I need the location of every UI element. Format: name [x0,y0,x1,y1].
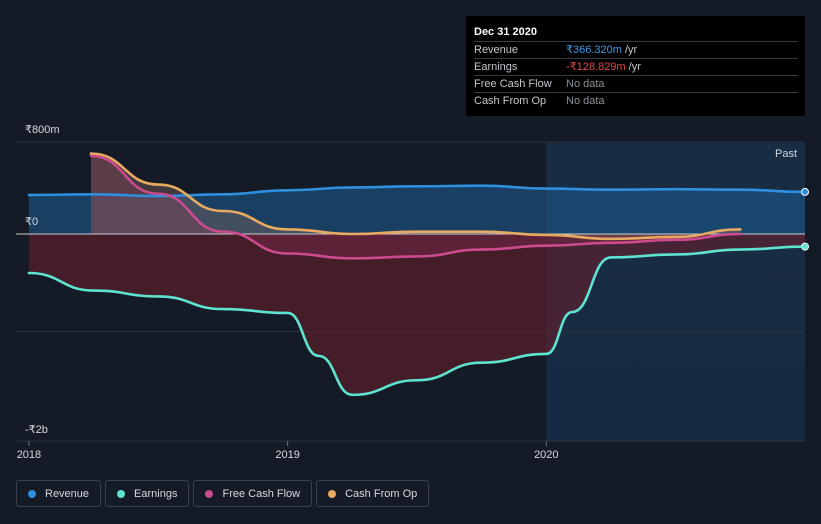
tooltip-label: Earnings [474,61,518,73]
tooltip-unit: /yr [621,44,638,56]
area-earnings [28,234,805,395]
tooltip-value: -₹128.829m [566,61,626,73]
legend-dot-icon [205,489,214,498]
y-tick-label: ₹800m [25,124,60,136]
legend-label: Earnings [134,487,178,500]
y-tick-label: ₹0 [25,216,38,228]
x-tick-label: 2019 [275,449,299,461]
legend-item-free-cash-flow[interactable]: Free Cash Flow [193,480,313,507]
line-cash-from-op [89,152,742,241]
tooltip-date: Dec 31 2020 [474,26,537,38]
x-tick-label: 2020 [534,449,558,461]
line-earnings [27,245,807,397]
legend-item-cash-from-op[interactable]: Cash From Op [316,480,430,507]
end-point-revenue [801,187,809,196]
tooltip-unit: /yr [625,61,641,73]
tooltip-row-earnings: Earnings -₹128.829m /yr [474,58,798,75]
legend-dot-icon [328,489,337,498]
legend-item-revenue[interactable]: Revenue [16,480,102,507]
area-cash-from-op [91,153,741,239]
tooltip: Dec 31 2020 Revenue ₹366.320m /yr Earnin… [466,16,805,116]
end-point-earnings [801,242,809,251]
tooltip-label: Free Cash Flow [474,78,552,90]
tooltip-value: ₹366.320m [566,44,622,56]
tooltip-row-cash-from-op: Cash From Op No data [474,92,798,109]
tooltip-label: Revenue [474,44,519,56]
tooltip-value: No data [566,95,605,107]
line-free-cash-flow [89,154,742,260]
x-tick-label: 2018 [17,449,41,461]
area-free-cash-flow [91,155,741,259]
legend: Revenue Earnings Free Cash Flow Cash Fro… [16,480,430,507]
legend-item-earnings[interactable]: Earnings [105,480,190,507]
past-label: Past [775,148,797,160]
y-tick-label: -₹2b [25,424,48,436]
legend-label: Free Cash Flow [222,487,301,500]
legend-label: Revenue [45,487,90,500]
legend-dot-icon [117,489,126,498]
tooltip-row-revenue: Revenue ₹366.320m /yr [474,41,798,58]
tooltip-label: Cash From Op [474,95,547,107]
line-revenue [27,184,807,198]
legend-label: Cash From Op [345,487,418,500]
legend-dot-icon [28,489,36,498]
tooltip-row-free-cash-flow: Free Cash Flow No data [474,75,798,92]
area-revenue [28,185,805,234]
tooltip-value: No data [566,78,605,90]
